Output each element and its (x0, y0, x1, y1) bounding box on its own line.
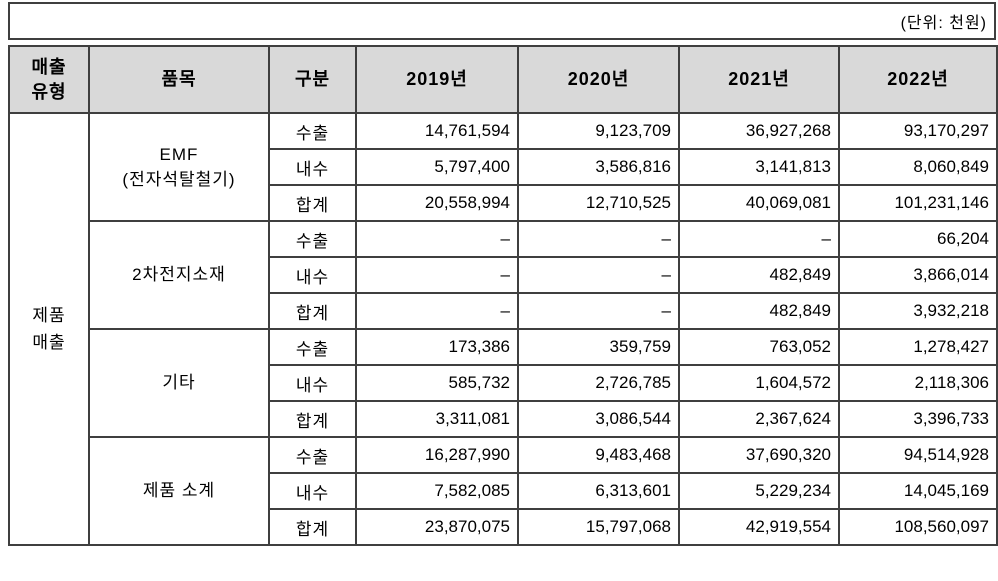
value-cell: 359,759 (517, 328, 680, 366)
value-cell: 3,932,218 (838, 292, 998, 330)
col-header-category: 구분 (268, 45, 357, 114)
value-cell: 482,849 (678, 292, 840, 330)
category-cell: 내수 (268, 364, 357, 402)
value-cell: 93,170,297 (838, 112, 998, 150)
category-cell: 내수 (268, 256, 357, 294)
value-cell: 3,586,816 (517, 148, 680, 186)
value-cell: 585,732 (355, 364, 519, 402)
value-cell: – (517, 256, 680, 294)
col-header-year-2019: 2019년 (355, 45, 519, 114)
value-cell: 2,367,624 (678, 400, 840, 438)
value-cell: 14,761,594 (355, 112, 519, 150)
category-cell: 수출 (268, 328, 357, 366)
category-cell: 수출 (268, 112, 357, 150)
category-cell: 합계 (268, 400, 357, 438)
value-cell: 40,069,081 (678, 184, 840, 222)
table-row: 합계 20,558,994 12,710,525 40,069,081 101,… (9, 184, 998, 222)
category-cell: 합계 (268, 292, 357, 330)
category-cell: 수출 (268, 436, 357, 474)
table-row: 기타 수출 173,386 359,759 763,052 1,278,427 (9, 328, 998, 438)
value-cell: 15,797,068 (517, 508, 680, 546)
value-cell: – (517, 292, 680, 330)
value-cell: – (517, 220, 680, 258)
item-emf-line2: (전자석탈철기) (122, 170, 236, 189)
value-cell: 16,287,990 (355, 436, 519, 474)
item-cell-product-subtotal: 제품 소계 (88, 436, 270, 546)
value-cell: 2,726,785 (517, 364, 680, 402)
sales-type-line2: 매출 (32, 333, 66, 352)
unit-note: (단위: 천원) (900, 15, 987, 32)
value-cell: 8,060,849 (838, 148, 998, 186)
value-cell: 1,278,427 (838, 328, 998, 366)
value-cell: 36,927,268 (678, 112, 840, 150)
table-row: 합계 3,311,081 3,086,544 2,367,624 3,396,7… (9, 400, 998, 438)
page: (단위: 천원) 매출 유형 품목 구분 2019년 2020년 2021년 20… (8, 2, 998, 546)
value-cell: 66,204 (838, 220, 998, 258)
value-cell: 3,141,813 (678, 148, 840, 186)
category-cell: 합계 (268, 508, 357, 546)
item-etc-label: 기타 (162, 373, 196, 393)
value-cell: 14,045,169 (838, 472, 998, 510)
col-header-item: 품목 (88, 45, 270, 114)
value-cell: 3,311,081 (355, 400, 519, 438)
value-cell: 6,313,601 (517, 472, 680, 510)
table-row: 내수 – – 482,849 3,866,014 (9, 256, 998, 294)
col-header-sales-type-line1: 매출 (31, 57, 67, 78)
item-cell-battery-material: 2차전지소재 (88, 220, 270, 330)
value-cell: – (355, 220, 519, 258)
value-cell: 1,604,572 (678, 364, 840, 402)
item-product-subtotal-label: 제품 소계 (142, 481, 216, 501)
category-cell: 내수 (268, 472, 357, 510)
value-cell: 101,231,146 (838, 184, 998, 222)
value-cell: 5,797,400 (355, 148, 519, 186)
table-row: 내수 7,582,085 6,313,601 5,229,234 14,045,… (9, 472, 998, 510)
value-cell: 173,386 (355, 328, 519, 366)
value-cell: 108,560,097 (838, 508, 998, 546)
value-cell: – (355, 292, 519, 330)
table-row: 합계 – – 482,849 3,932,218 (9, 292, 998, 330)
table-row: 제품 소계 수출 16,287,990 9,483,468 37,690,320… (9, 436, 998, 546)
sales-type-line1: 제품 (32, 305, 66, 325)
category-cell: 합계 (268, 184, 357, 222)
table-row: 내수 5,797,400 3,586,816 3,141,813 8,060,8… (9, 148, 998, 186)
value-cell: 9,123,709 (517, 112, 680, 150)
value-cell: 20,558,994 (355, 184, 519, 222)
value-cell: 94,514,928 (838, 436, 998, 474)
value-cell: 763,052 (678, 328, 840, 366)
value-cell: 2,118,306 (838, 364, 998, 402)
value-cell: 3,866,014 (838, 256, 998, 294)
item-cell-etc: 기타 (88, 328, 270, 438)
value-cell: – (355, 256, 519, 294)
item-cell-emf: EMF (전자석탈철기) (88, 112, 270, 222)
value-cell: 3,086,544 (517, 400, 680, 438)
value-cell: 12,710,525 (517, 184, 680, 222)
category-cell: 수출 (268, 220, 357, 258)
category-cell: 내수 (268, 148, 357, 186)
col-header-sales-type-line2: 유형 (31, 81, 67, 102)
table-row: 2차전지소재 수출 – – – 66,204 (9, 220, 998, 330)
item-emf-line1: EMF (159, 144, 199, 164)
value-cell: 23,870,075 (355, 508, 519, 546)
item-battery-material-label: 2차전지소재 (132, 265, 226, 285)
unit-note-box: (단위: 천원) (8, 2, 996, 40)
value-cell: 482,849 (678, 256, 840, 294)
value-cell: 7,582,085 (355, 472, 519, 510)
value-cell: – (678, 220, 840, 258)
value-cell: 37,690,320 (678, 436, 840, 474)
value-cell: 3,396,733 (838, 400, 998, 438)
value-cell: 5,229,234 (678, 472, 840, 510)
col-header-year-2020: 2020년 (517, 45, 680, 114)
table-row: 내수 585,732 2,726,785 1,604,572 2,118,306 (9, 364, 998, 402)
col-header-year-2021: 2021년 (678, 45, 840, 114)
value-cell: 9,483,468 (517, 436, 680, 474)
sales-table: 매출 유형 품목 구분 2019년 2020년 2021년 2022년 제품 매출 … (8, 45, 998, 546)
col-header-year-2022: 2022년 (838, 45, 998, 114)
table-row: 합계 23,870,075 15,797,068 42,919,554 108,… (9, 508, 998, 546)
value-cell: 42,919,554 (678, 508, 840, 546)
